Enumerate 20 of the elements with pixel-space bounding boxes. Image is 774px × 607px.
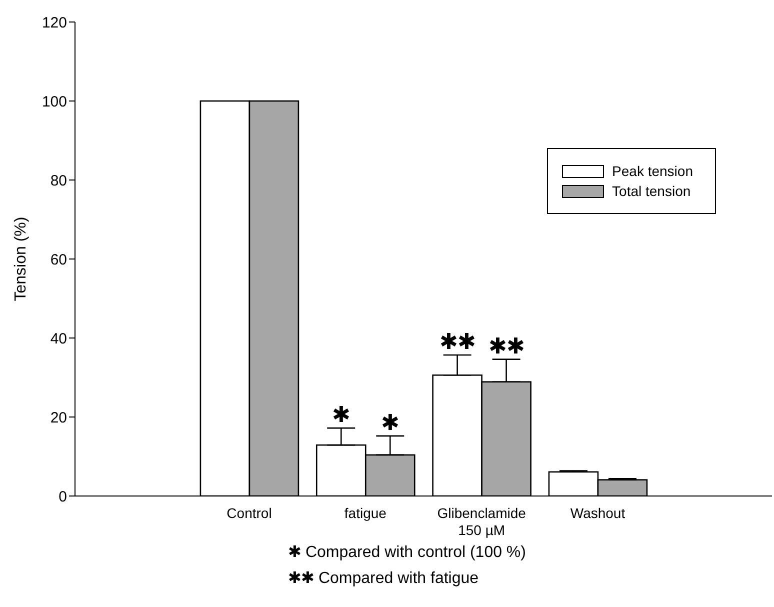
y-tick-label: 80: [50, 172, 67, 190]
x-tick-label: Control: [226, 505, 272, 521]
y-tick-label: 40: [50, 330, 67, 348]
y-axis-title: Tension (%): [12, 216, 30, 302]
y-tick-label: 60: [50, 251, 67, 268]
data-label: ✱: [332, 402, 350, 428]
y-tick-label: 0: [58, 488, 67, 506]
x-tick-label: fatigue: [344, 505, 387, 521]
y-tick-label: 100: [42, 93, 67, 110]
data-label: ✱✱: [439, 328, 476, 354]
y-tick-label: 20: [50, 409, 67, 426]
text: ✱ Compared with control (100 %): [288, 543, 526, 563]
legend-label: Total tension: [612, 183, 691, 199]
y-tick-label: 120: [42, 14, 67, 32]
x-tick-label: Glibenclamide 150 µM: [437, 505, 526, 538]
text: ✱✱ Compared with fatigue: [288, 569, 480, 589]
data-label: ✱: [381, 410, 400, 435]
data-label: ✱✱: [488, 333, 524, 358]
x-tick-label: Washout: [570, 505, 626, 521]
legend-label: Peak tension: [612, 163, 693, 179]
